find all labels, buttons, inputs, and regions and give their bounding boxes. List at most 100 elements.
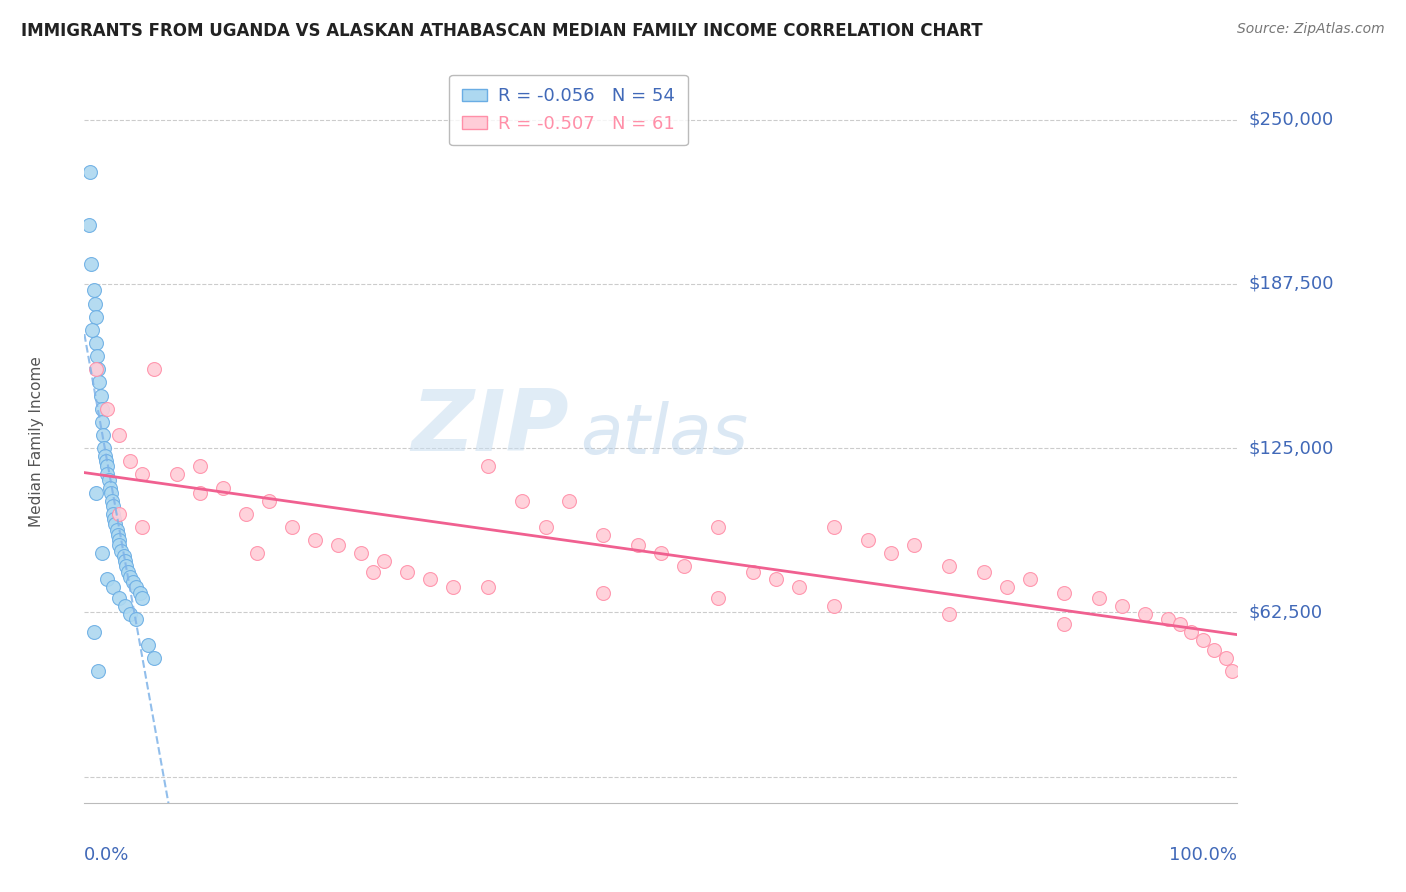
Point <box>823 599 845 613</box>
Point <box>96 401 118 416</box>
Point <box>83 296 105 310</box>
Point <box>96 467 118 482</box>
Point <box>79 165 101 179</box>
Point <box>90 546 112 560</box>
Point <box>100 485 122 500</box>
Point <box>120 454 142 468</box>
Point <box>97 473 120 487</box>
Point <box>108 533 131 547</box>
Point <box>114 599 136 613</box>
Text: 100.0%: 100.0% <box>1170 847 1237 864</box>
Point <box>235 507 257 521</box>
Point <box>257 493 280 508</box>
Point <box>1180 625 1202 640</box>
Point <box>103 512 125 526</box>
Point <box>87 362 110 376</box>
Point <box>103 499 124 513</box>
Point <box>96 573 118 587</box>
Point <box>188 485 211 500</box>
Point <box>627 538 650 552</box>
Point <box>120 607 142 621</box>
Point <box>90 401 112 416</box>
Point <box>131 467 153 482</box>
Point <box>672 559 695 574</box>
Point <box>128 585 150 599</box>
Point <box>995 580 1018 594</box>
Point <box>101 493 124 508</box>
Point <box>136 638 159 652</box>
Point <box>125 580 148 594</box>
Point <box>1204 643 1226 657</box>
Point <box>131 520 153 534</box>
Point <box>89 388 111 402</box>
Point <box>77 218 100 232</box>
Point <box>93 441 115 455</box>
Point <box>107 528 129 542</box>
Point <box>104 517 127 532</box>
Point <box>110 543 132 558</box>
Text: $125,000: $125,000 <box>1249 439 1334 457</box>
Point <box>166 467 188 482</box>
Point <box>108 428 131 442</box>
Point <box>858 533 880 547</box>
Point <box>361 565 384 579</box>
Point <box>84 485 107 500</box>
Point <box>246 546 269 560</box>
Point <box>83 625 105 640</box>
Point <box>1018 573 1040 587</box>
Point <box>131 591 153 605</box>
Point <box>592 585 614 599</box>
Text: Source: ZipAtlas.com: Source: ZipAtlas.com <box>1237 22 1385 37</box>
Point <box>86 349 108 363</box>
Point <box>441 580 464 594</box>
Point <box>84 362 107 376</box>
Point <box>477 580 499 594</box>
Point <box>787 580 810 594</box>
Point <box>91 428 114 442</box>
Point <box>96 459 118 474</box>
Point <box>557 493 579 508</box>
Point <box>87 665 110 679</box>
Point <box>707 520 730 534</box>
Point <box>350 546 373 560</box>
Point <box>903 538 925 552</box>
Point <box>1157 612 1180 626</box>
Legend: R = -0.056   N = 54, R = -0.507   N = 61: R = -0.056 N = 54, R = -0.507 N = 61 <box>450 75 688 145</box>
Text: Median Family Income: Median Family Income <box>30 356 44 527</box>
Point <box>1220 665 1243 679</box>
Point <box>707 591 730 605</box>
Point <box>115 559 138 574</box>
Point <box>1133 607 1156 621</box>
Point <box>94 449 117 463</box>
Text: $187,500: $187,500 <box>1249 275 1334 293</box>
Text: ZIP: ZIP <box>411 385 568 468</box>
Point <box>89 376 111 390</box>
Text: IMMIGRANTS FROM UGANDA VS ALASKAN ATHABASCAN MEDIAN FAMILY INCOME CORRELATION CH: IMMIGRANTS FROM UGANDA VS ALASKAN ATHABA… <box>21 22 983 40</box>
Point <box>84 336 107 351</box>
Point <box>142 651 165 665</box>
Point <box>90 415 112 429</box>
Point <box>1191 632 1213 647</box>
Point <box>1053 585 1076 599</box>
Point <box>108 507 131 521</box>
Point <box>938 559 960 574</box>
Point <box>512 493 534 508</box>
Point <box>80 257 103 271</box>
Point <box>973 565 995 579</box>
Point <box>105 523 128 537</box>
Point <box>880 546 903 560</box>
Point <box>188 459 211 474</box>
Point <box>142 362 165 376</box>
Point <box>938 607 960 621</box>
Point <box>103 580 124 594</box>
Point <box>1088 591 1111 605</box>
Point <box>326 538 349 552</box>
Point <box>1111 599 1133 613</box>
Point <box>117 565 139 579</box>
Point <box>281 520 304 534</box>
Point <box>82 323 104 337</box>
Point <box>1168 617 1191 632</box>
Text: atlas: atlas <box>581 401 748 467</box>
Point <box>120 570 142 584</box>
Point <box>114 554 136 568</box>
